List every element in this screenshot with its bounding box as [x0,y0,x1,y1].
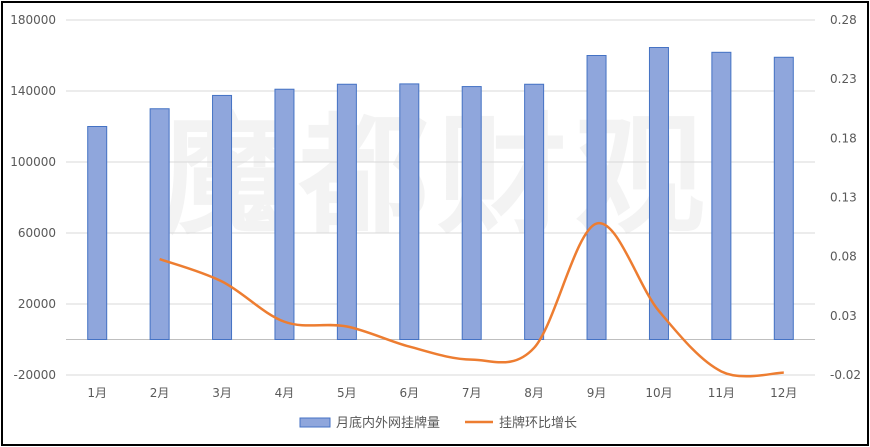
left-tick-label: 180000 [10,13,56,27]
bar-12 [773,56,794,341]
combo-chart: 魔都财观 -200002000060000100000140000180000 … [10,13,861,431]
bar-8 [524,83,545,340]
left-tick-label: 100000 [10,155,56,169]
legend-line-label: 挂牌环比增长 [499,415,577,431]
bar-2 [149,108,170,340]
watermark: 魔都财观 [161,100,713,252]
left-tick-label: 140000 [10,84,56,98]
right-tick-label: 0.08 [830,250,857,264]
left-axis-ticks: -20000 20000 60000 100000 140000 180000 [10,13,56,382]
bar-6 [399,83,420,341]
right-tick-label: 0.28 [830,13,857,27]
bar-3 [212,94,233,340]
right-tick-label: -0.02 [830,368,861,382]
x-tick-label: 10月 [645,386,672,400]
bar-9 [586,55,607,340]
bar-1 [87,126,108,340]
right-tick-label: 0.23 [830,72,857,86]
left-tick-label: -20000 [13,368,56,382]
legend: 月底内外网挂牌量 挂牌环比增长 [299,415,577,431]
x-tick-label: 5月 [337,386,357,400]
x-tick-label: 7月 [462,386,482,400]
bar-series [87,47,794,341]
gridlines [66,19,815,376]
x-tick-label: 6月 [399,386,419,400]
x-tick-label: 11月 [708,386,735,400]
left-tick-label: 60000 [18,226,56,240]
x-tick-label: 1月 [87,386,107,400]
x-tick-label: 9月 [587,386,607,400]
right-tick-label: 0.18 [830,131,857,145]
bar-4 [274,88,295,340]
x-tick-label: 3月 [212,386,232,400]
left-tick-label: 20000 [18,297,56,311]
x-tick-label: 12月 [770,386,797,400]
bar-5 [336,83,357,340]
x-tick-label: 4月 [275,386,295,400]
growth-line-series [159,222,784,378]
legend-bar-label: 月底内外网挂牌量 [336,415,440,431]
x-tick-label: 8月 [524,386,544,400]
right-tick-label: 0.13 [830,191,857,205]
bar-11 [711,51,732,341]
bar-10 [648,47,669,340]
right-tick-label: 0.03 [830,309,857,323]
bar-7 [461,86,482,340]
x-axis-ticks: 1月 2月 3月 4月 5月 6月 7月 8月 9月 10月 11月 12月 [87,386,797,400]
right-axis-ticks: -0.02 0.03 0.08 0.13 0.18 0.23 0.28 [830,13,861,382]
x-tick-label: 2月 [150,386,170,400]
legend-bar-swatch [299,417,331,428]
